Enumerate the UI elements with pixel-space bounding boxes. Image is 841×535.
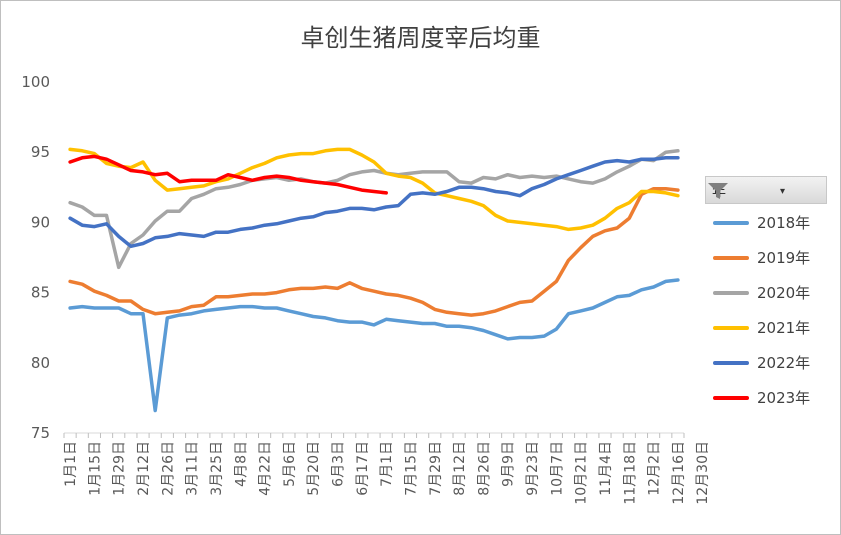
x-tick-label: 8月26日 [476, 441, 492, 496]
legend-item: 2023年 [705, 379, 827, 414]
x-tick-label: 1月29日 [112, 441, 128, 496]
legend-label: 2020年 [757, 284, 811, 302]
series-line-2018年 [68, 278, 680, 413]
y-tick-label: 95 [31, 143, 50, 161]
x-tick-label: 7月1日 [379, 441, 395, 487]
x-tick-label: 6月3日 [331, 441, 347, 487]
legend-swatch [713, 256, 749, 260]
x-tick-label: 2月26日 [160, 441, 176, 496]
x-tick-label: 12月16日 [671, 441, 687, 505]
x-tick-label: 9月23日 [525, 441, 541, 496]
x-tick-label: 5月20日 [306, 441, 322, 496]
legend-swatch [713, 221, 749, 225]
x-tick-label: 3月11日 [185, 441, 201, 496]
x-tick-label: 5月6日 [282, 441, 298, 487]
dropdown-arrow-icon[interactable]: ▾ [780, 186, 786, 197]
legend-label: 2018年 [757, 214, 811, 232]
x-tick-label: 2月12日 [136, 441, 152, 496]
legend-item: 2018年 [705, 204, 827, 239]
x-tick-label: 8月12日 [452, 441, 468, 496]
legend: 年 ▾ 2018年 2019年 2020年 2021年 2022年 2023年 [705, 176, 827, 414]
x-tick-label: 4月8日 [233, 441, 249, 487]
y-tick-label: 75 [31, 424, 50, 442]
legend-item: 2022年 [705, 344, 827, 379]
series-line-2022年 [68, 156, 680, 249]
series-line-2020年 [68, 149, 680, 270]
y-tick-label: 85 [31, 284, 50, 302]
filter-icon[interactable] [706, 180, 730, 202]
x-tick-label: 10月21日 [574, 441, 590, 505]
x-tick-label: 7月29日 [428, 441, 444, 496]
x-tick-label: 1月1日 [63, 441, 79, 487]
x-tick-label: 12月2日 [647, 441, 663, 496]
y-tick-label: 80 [31, 354, 50, 372]
legend-swatch [713, 291, 749, 295]
legend-item: 2021年 [705, 309, 827, 344]
x-tick-label: 4月22日 [258, 441, 274, 496]
chart-title: 卓创生猪周度宰后均重 [300, 24, 541, 52]
legend-label: 2019年 [757, 249, 811, 267]
y-tick-label: 90 [31, 213, 50, 231]
x-tick-label: 7月15日 [403, 441, 419, 496]
legend-item: 2019年 [705, 239, 827, 274]
legend-label: 2021年 [757, 319, 811, 337]
series-line-2023年 [68, 154, 388, 195]
x-tick-label: 3月25日 [209, 441, 225, 496]
x-tick-label: 11月18日 [622, 441, 638, 505]
legend-swatch [713, 326, 749, 330]
x-tick-label: 1月15日 [87, 441, 103, 496]
x-tick-label: 6月17日 [355, 441, 371, 496]
x-tick-label: 11月4日 [598, 441, 614, 496]
legend-swatch [713, 361, 749, 365]
y-tick-label: 100 [21, 73, 50, 91]
series-line-2021年 [68, 147, 680, 232]
series-line-2019年 [68, 186, 680, 317]
legend-filter-button[interactable]: 年 ▾ [705, 176, 827, 204]
legend-item: 2020年 [705, 274, 827, 309]
x-tick-label: 9月9日 [501, 441, 517, 487]
legend-swatch [713, 396, 749, 400]
legend-label: 2022年 [757, 354, 811, 372]
x-tick-label: 12月30日 [695, 441, 711, 505]
legend-label: 2023年 [757, 389, 811, 407]
x-tick-label: 10月7日 [549, 441, 565, 496]
